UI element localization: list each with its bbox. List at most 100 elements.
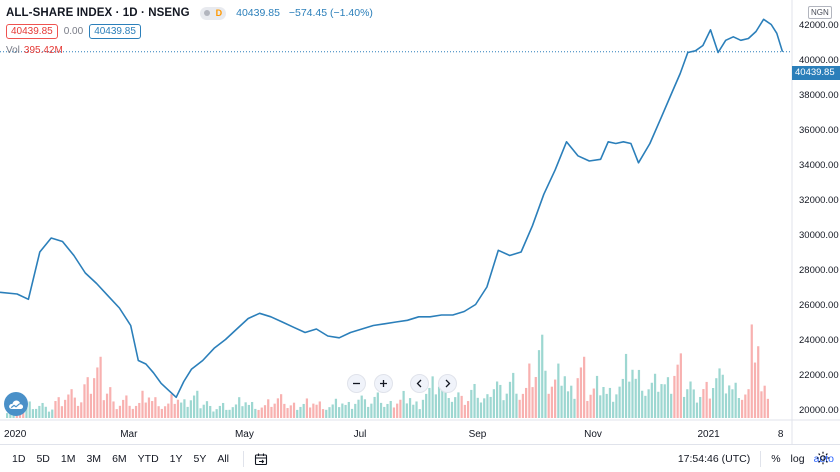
tradingview-logo-icon[interactable] <box>4 392 28 416</box>
volume-bar <box>502 400 505 418</box>
volume-bar <box>280 394 283 418</box>
volume-bar <box>705 381 708 418</box>
range-1y[interactable]: 1Y <box>169 452 183 465</box>
volume-bar <box>508 381 512 418</box>
volume-bar <box>54 401 57 418</box>
volume-bar <box>360 395 363 418</box>
gear-icon <box>816 451 830 465</box>
y-tick-label: 24000.00 <box>799 335 839 346</box>
volume-bar <box>479 402 483 418</box>
volume-bar <box>238 397 241 418</box>
volume-bar <box>334 398 338 418</box>
volume-bar <box>486 394 489 418</box>
volume-bar <box>383 406 386 418</box>
volume-bar <box>250 401 254 418</box>
range-6m[interactable]: 6M <box>112 452 127 465</box>
market-status-toggle[interactable]: D <box>199 6 227 20</box>
ask-price-box[interactable]: 40439.85 <box>89 24 141 39</box>
bid-price-box[interactable]: 40439.85 <box>6 24 58 39</box>
volume-bar <box>344 404 347 418</box>
price-line-series[interactable] <box>0 18 784 399</box>
volume-bar <box>537 350 541 418</box>
volume-bar <box>209 405 212 418</box>
volume-bar <box>718 368 721 418</box>
volume-bar <box>141 390 144 418</box>
volume-bar <box>138 402 141 418</box>
volume-bar <box>296 409 299 418</box>
volume-bar <box>396 403 399 418</box>
volume-bar <box>267 399 270 418</box>
volume-bar <box>721 374 724 418</box>
volume-bar <box>695 402 699 418</box>
volume-bar <box>750 324 753 418</box>
volume-bar <box>586 400 589 418</box>
zoom-in-button[interactable] <box>374 374 393 393</box>
volume-bar <box>621 378 624 418</box>
volume-bar <box>560 385 563 418</box>
volume-bar <box>563 376 566 418</box>
volume-bar <box>299 406 302 418</box>
volume-bar <box>302 403 305 418</box>
chart-legend: ALL-SHARE INDEX · 1D · NSENG D 40439.85 … <box>6 6 379 58</box>
price-boxes-row: 40439.85 0.00 40439.85 <box>6 24 379 39</box>
range-1m[interactable]: 1M <box>60 452 76 465</box>
range-5y[interactable]: 5Y <box>193 452 207 465</box>
volume-bar <box>576 378 579 418</box>
range-ytd[interactable]: YTD <box>137 452 159 465</box>
volume-bar <box>318 401 321 418</box>
volume-bar <box>93 378 96 418</box>
range-1d[interactable]: 1D <box>12 452 26 465</box>
volume-bar <box>363 399 367 418</box>
zoom-out-button[interactable] <box>347 374 366 393</box>
volume-bar <box>218 405 221 418</box>
volume-bar <box>331 404 334 418</box>
scroll-right-button[interactable] <box>438 374 457 393</box>
volume-bar <box>766 398 769 418</box>
ohlc-values: 40439.85 −574.45 (−1.40%) <box>236 6 379 20</box>
volume-bar <box>41 402 44 418</box>
calendar-goto-icon[interactable] <box>254 452 268 466</box>
volume-bar <box>76 405 80 418</box>
volume-bar <box>273 403 276 418</box>
y-tick-label: 28000.00 <box>799 265 839 276</box>
scroll-left-button[interactable] <box>410 374 429 393</box>
volume-bar <box>686 389 689 418</box>
volume-bar <box>354 403 357 418</box>
volume-bar <box>283 403 286 418</box>
log-scale-button[interactable]: log <box>790 453 805 465</box>
volume-bar <box>228 409 231 418</box>
range-3m[interactable]: 3M <box>86 452 102 465</box>
volume-bar <box>73 397 76 418</box>
volume-bar <box>634 378 637 418</box>
settings-button[interactable] <box>816 451 830 470</box>
volume-legend-row: Vol 395.42M <box>6 44 379 58</box>
plus-icon <box>380 380 387 387</box>
clock-readout[interactable]: 17:54:46 (UTC) <box>677 453 751 465</box>
volume-bar <box>763 385 766 418</box>
volume-bar <box>724 393 728 418</box>
volume-bar <box>70 389 73 418</box>
range-5d[interactable]: 5D <box>36 452 50 465</box>
volume-bar <box>199 408 202 418</box>
price-chart-svg[interactable]: 20000.00 22000.00 24000.00 26000.00 28000.00… <box>0 0 840 444</box>
volume-bar <box>305 398 309 418</box>
volume-bar <box>599 395 602 418</box>
volume-bar <box>660 384 663 418</box>
volume-bar <box>247 404 250 418</box>
volume-bar <box>215 409 218 418</box>
volume-bar <box>315 404 318 418</box>
percent-scale-button[interactable]: % <box>771 453 781 465</box>
volume-bar <box>167 403 170 418</box>
symbol-title[interactable]: ALL-SHARE INDEX · 1D · NSENG <box>6 7 190 19</box>
volume-bar <box>202 404 205 418</box>
volume-bar <box>212 411 215 418</box>
volume-bar <box>618 386 621 418</box>
currency-badge[interactable]: NGN <box>808 6 832 19</box>
volume-bar <box>183 399 186 418</box>
bottom-toolbar: 1D 5D 1M 3M 6M YTD 1Y 5Y All 17:54:46 (U… <box>0 444 840 472</box>
x-tick-label: Sep <box>469 429 487 440</box>
range-all[interactable]: All <box>217 452 230 465</box>
volume-bar <box>541 334 544 418</box>
volume-bar <box>57 397 60 418</box>
